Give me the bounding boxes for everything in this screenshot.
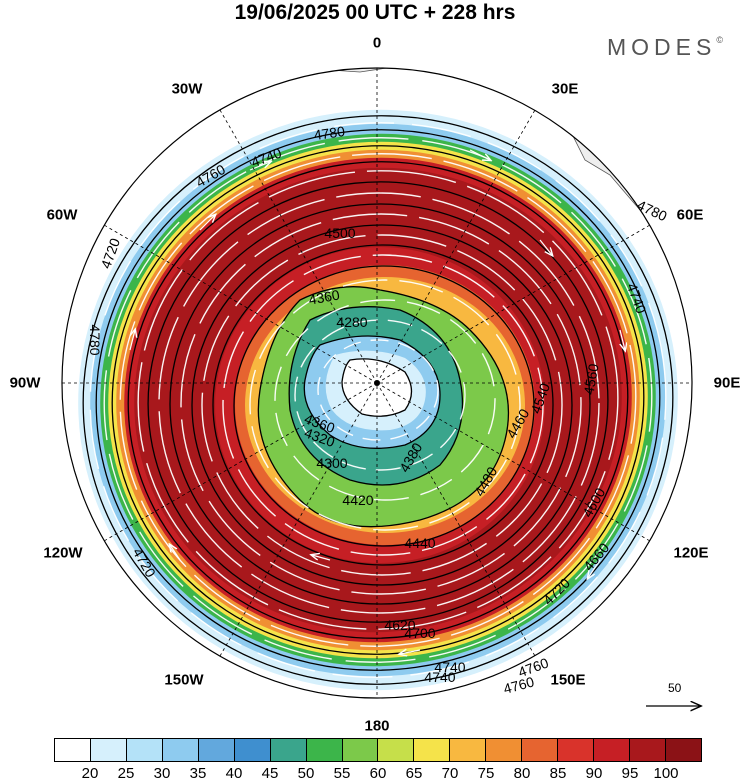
north-pole-marker <box>374 380 380 386</box>
lon-label-30e: 30E <box>551 80 579 98</box>
reference-vector-label: 50 <box>668 681 682 695</box>
legend-swatch <box>486 739 523 761</box>
legend-swatch <box>665 739 701 761</box>
legend-tick-label: 35 <box>189 765 207 782</box>
contour-label: 4760 <box>502 673 536 697</box>
lon-label-120w: 120W <box>43 544 83 562</box>
lon-label-0: 0 <box>372 34 382 52</box>
legend-tick-label: 45 <box>261 765 279 782</box>
legend-swatch <box>378 739 415 761</box>
contour-label: 4780 <box>87 324 103 355</box>
legend-swatch <box>558 739 595 761</box>
contour-label: 4360 <box>307 286 341 307</box>
modes-logo: MODES© <box>607 34 723 61</box>
lon-label-60e: 60E <box>676 206 704 224</box>
contour-label: 4780 <box>313 123 346 143</box>
lon-label-180: 180 <box>364 717 390 735</box>
legend-swatch <box>414 739 451 761</box>
contour-label: 4300 <box>316 455 347 471</box>
legend-swatch <box>342 739 379 761</box>
legend-tick-label: 70 <box>441 765 459 782</box>
legend-tick-label: 65 <box>405 765 423 782</box>
legend-swatch <box>594 739 630 761</box>
contour-label: 4560 <box>580 362 601 396</box>
legend-swatch <box>90 739 127 761</box>
contour-label: 4500 <box>324 225 355 241</box>
legend-tick-label: 40 <box>225 765 243 782</box>
legend-tick-label: 90 <box>585 765 603 782</box>
legend-tick-label: 50 <box>297 765 315 782</box>
copyright-mark: © <box>716 35 723 45</box>
map-disc <box>62 68 692 698</box>
map-boundary <box>61 67 693 699</box>
legend-tick-label: 100 <box>653 765 679 782</box>
lon-label-90w: 90W <box>9 374 41 392</box>
legend-tick-label: 25 <box>117 765 135 782</box>
legend-tick-label: 85 <box>549 765 567 782</box>
legend-tick-label: 95 <box>621 765 639 782</box>
contour-label: 4740 <box>424 669 455 685</box>
map-title: 19/06/2025 00 UTC + 228 hrs <box>234 1 516 24</box>
lon-label-150w: 150W <box>164 671 204 689</box>
contour-label: 4700 <box>404 625 435 641</box>
legend-swatch <box>450 739 487 761</box>
legend-swatch <box>162 739 199 761</box>
legend-swatch <box>126 739 163 761</box>
contour-label: 4280 <box>336 314 367 330</box>
brand-text: MODES <box>607 34 717 60</box>
legend-swatch <box>198 739 235 761</box>
legend-tick-label: 30 <box>153 765 171 782</box>
legend-tick-label: 60 <box>369 765 387 782</box>
height-contours <box>82 115 674 685</box>
legend-swatch <box>306 739 343 761</box>
lon-label-150e: 150E <box>550 671 586 689</box>
legend-swatch <box>234 739 271 761</box>
legend-swatch <box>522 739 559 761</box>
legend-tick-label: 55 <box>333 765 351 782</box>
contour-label: 4620 <box>384 617 415 633</box>
streamline-arrows <box>129 149 625 654</box>
legend-tick-label: 20 <box>81 765 99 782</box>
color-legend-bar <box>54 738 702 762</box>
lon-label-120e: 120E <box>673 544 709 562</box>
contour-label: 4440 <box>404 535 435 551</box>
legend-swatch <box>55 739 91 761</box>
lon-label-60w: 60W <box>46 206 78 224</box>
legend-swatch <box>270 739 307 761</box>
contour-label: 4740 <box>434 659 465 675</box>
lon-label-30w: 30W <box>171 80 203 98</box>
legend-tick-label: 80 <box>513 765 531 782</box>
lon-label-90e: 90E <box>713 374 741 392</box>
legend-swatch <box>630 739 666 761</box>
wind-streamlines <box>89 122 667 678</box>
legend-tick-label: 75 <box>477 765 495 782</box>
contour-label: 4420 <box>342 492 373 508</box>
